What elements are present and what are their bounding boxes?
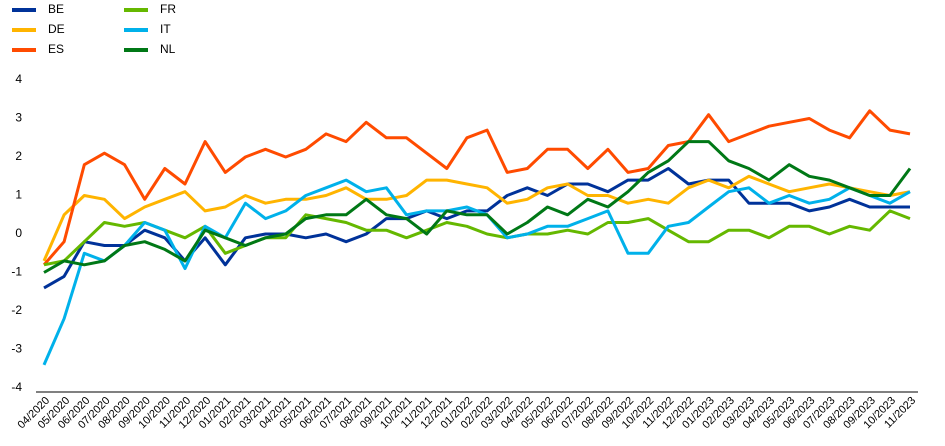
legend-label: DE xyxy=(48,22,65,36)
legend-label: ES xyxy=(48,42,64,56)
y-tick-label: -1 xyxy=(11,265,22,279)
legend-label: BE xyxy=(48,2,64,16)
y-tick-label: 3 xyxy=(15,111,22,125)
series-line xyxy=(42,174,911,262)
series-line xyxy=(42,109,911,266)
y-tick-label: 4 xyxy=(15,72,22,86)
legend-label: NL xyxy=(160,42,176,56)
y-tick-label: -4 xyxy=(11,380,22,394)
series-line xyxy=(43,140,912,274)
legend-label: FR xyxy=(160,2,176,16)
y-tick-label: 2 xyxy=(15,149,22,163)
series-line xyxy=(42,178,911,366)
y-tick-label: 1 xyxy=(15,188,22,202)
y-tick-label: 0 xyxy=(15,226,22,240)
y-tick-label: -3 xyxy=(11,342,22,356)
y-tick-label: -2 xyxy=(11,303,22,317)
legend-label: IT xyxy=(160,22,171,36)
series-line xyxy=(43,209,911,267)
